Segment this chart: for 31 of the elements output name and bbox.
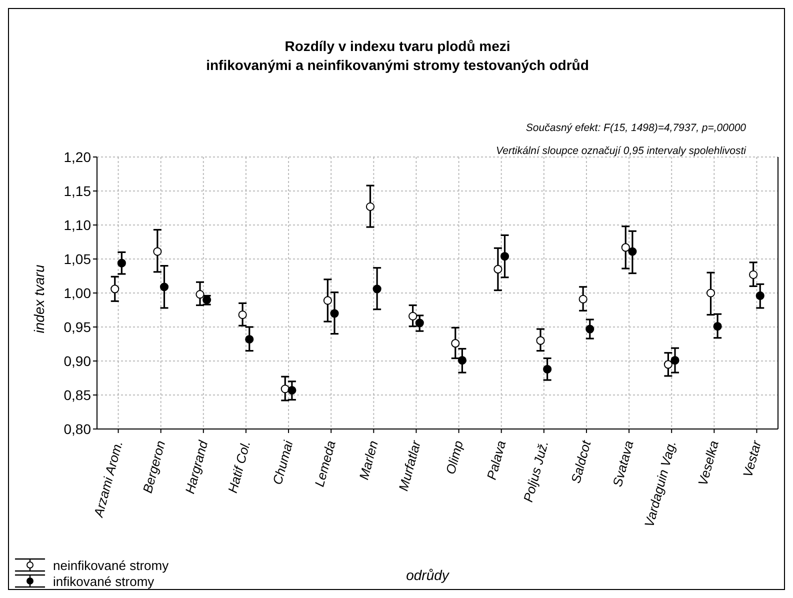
y-tick-label: 1,05 <box>64 250 92 267</box>
x-tick-label: Olimp <box>442 439 466 476</box>
x-tick-label: Saldcot <box>568 438 594 485</box>
x-tick-label: Svatava <box>610 439 636 488</box>
x-tick-label: Poljus Juž. <box>520 439 552 504</box>
x-tick-label: Chumai <box>270 438 296 486</box>
y-tick-label: 1,00 <box>64 284 92 301</box>
x-tick-label: Arzami Arom. <box>90 439 126 520</box>
x-tick-label: Hargrand <box>182 438 211 496</box>
y-axis-title: index tvaru <box>31 264 47 334</box>
annotation: Vertikální sloupce označují 0,95 intervaly spolehlivosti <box>496 145 746 157</box>
x-axis-title: odrůdy <box>406 567 449 583</box>
x-tick-label: Bergeron <box>140 439 168 495</box>
y-tick-label: 0,80 <box>64 420 92 437</box>
y-tick-label: 1,10 <box>64 216 92 233</box>
x-tick-label: Hatif Col. <box>224 439 254 495</box>
y-tick-label: 1,20 <box>64 148 92 165</box>
legend-label: infikované stromy <box>53 574 154 588</box>
legend-label: neinfikované stromy <box>53 558 169 572</box>
x-tick-label: Vestar <box>740 438 764 479</box>
x-tick-label: Lemeda <box>312 439 338 488</box>
y-tick-label: 1,15 <box>64 182 92 199</box>
x-tick-label: Palava <box>484 439 509 482</box>
y-tick-label: 0,95 <box>64 318 92 335</box>
chart-title: Rozdíly v indexu tvaru plodů mezi infikovanými a neinfikovanými stromy testovaných odrůd <box>205 37 590 75</box>
x-tick-label: Murfatlar <box>396 438 424 492</box>
x-tick-label: Marlen <box>356 439 381 482</box>
text: Současný efekt: F(15, 1498)=4,7937, p=,00000 <box>526 122 746 134</box>
y-tick-label: 0,90 <box>64 352 92 369</box>
y-tick-label: 0,85 <box>64 386 92 403</box>
x-tick-label: Veselka <box>695 439 722 488</box>
